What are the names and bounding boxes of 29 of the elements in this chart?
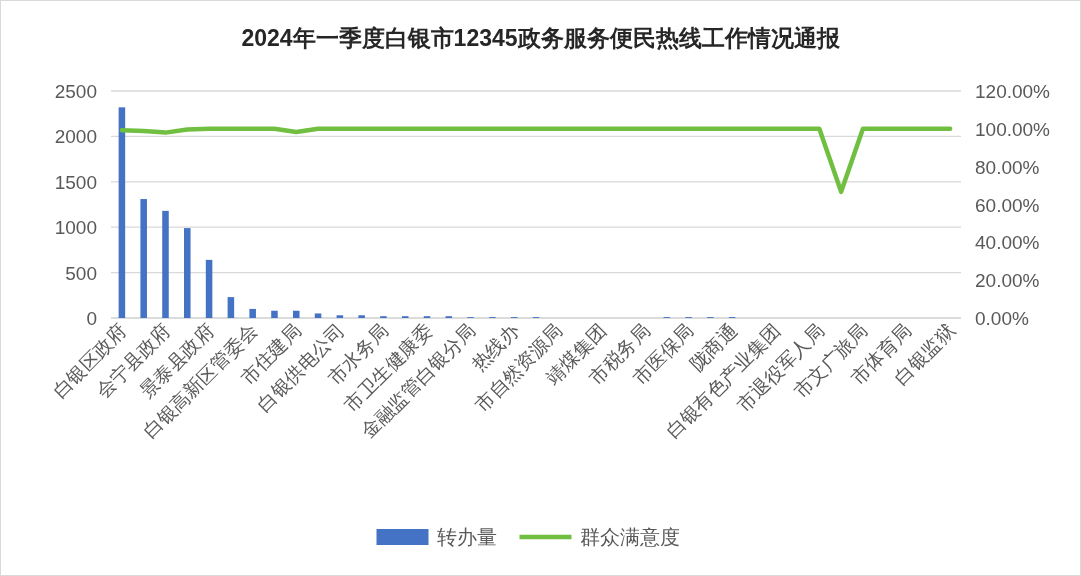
legend-label: 群众满意度 — [579, 526, 680, 548]
y-tick-label: 1500 — [54, 171, 97, 193]
y-tick-label: 500 — [65, 262, 97, 284]
y2-tick-label: 0.00% — [975, 308, 1029, 329]
bar — [205, 259, 213, 318]
y-tick-label: 2000 — [54, 126, 97, 148]
y2-tick-label: 40.00% — [975, 232, 1040, 254]
bar — [184, 228, 191, 318]
y2-tick-label: 60.00% — [975, 194, 1040, 216]
y2-tick-label: 20.00% — [975, 270, 1040, 292]
line-series — [119, 126, 953, 195]
bar — [358, 315, 365, 318]
y2-tick-label: 120.00% — [975, 81, 1051, 102]
bar — [227, 297, 235, 318]
chart-title: 2024年一季度白银市12345政务服务便民热线工作情况通报 — [241, 25, 841, 51]
bar — [292, 310, 300, 318]
bar — [140, 199, 147, 318]
bar — [271, 310, 278, 318]
legend-label: 转办量 — [436, 526, 497, 548]
bar — [336, 315, 344, 318]
y-tick-label: 1000 — [54, 217, 97, 239]
bar — [162, 210, 169, 318]
y2-tick-label: 80.00% — [975, 156, 1040, 178]
y2-tick-label: 100.00% — [975, 118, 1051, 140]
y-tick-label: 2500 — [54, 81, 97, 102]
bar — [118, 107, 126, 318]
bar — [314, 313, 322, 318]
bar — [249, 308, 256, 318]
y-tick-label: 0 — [86, 308, 97, 329]
